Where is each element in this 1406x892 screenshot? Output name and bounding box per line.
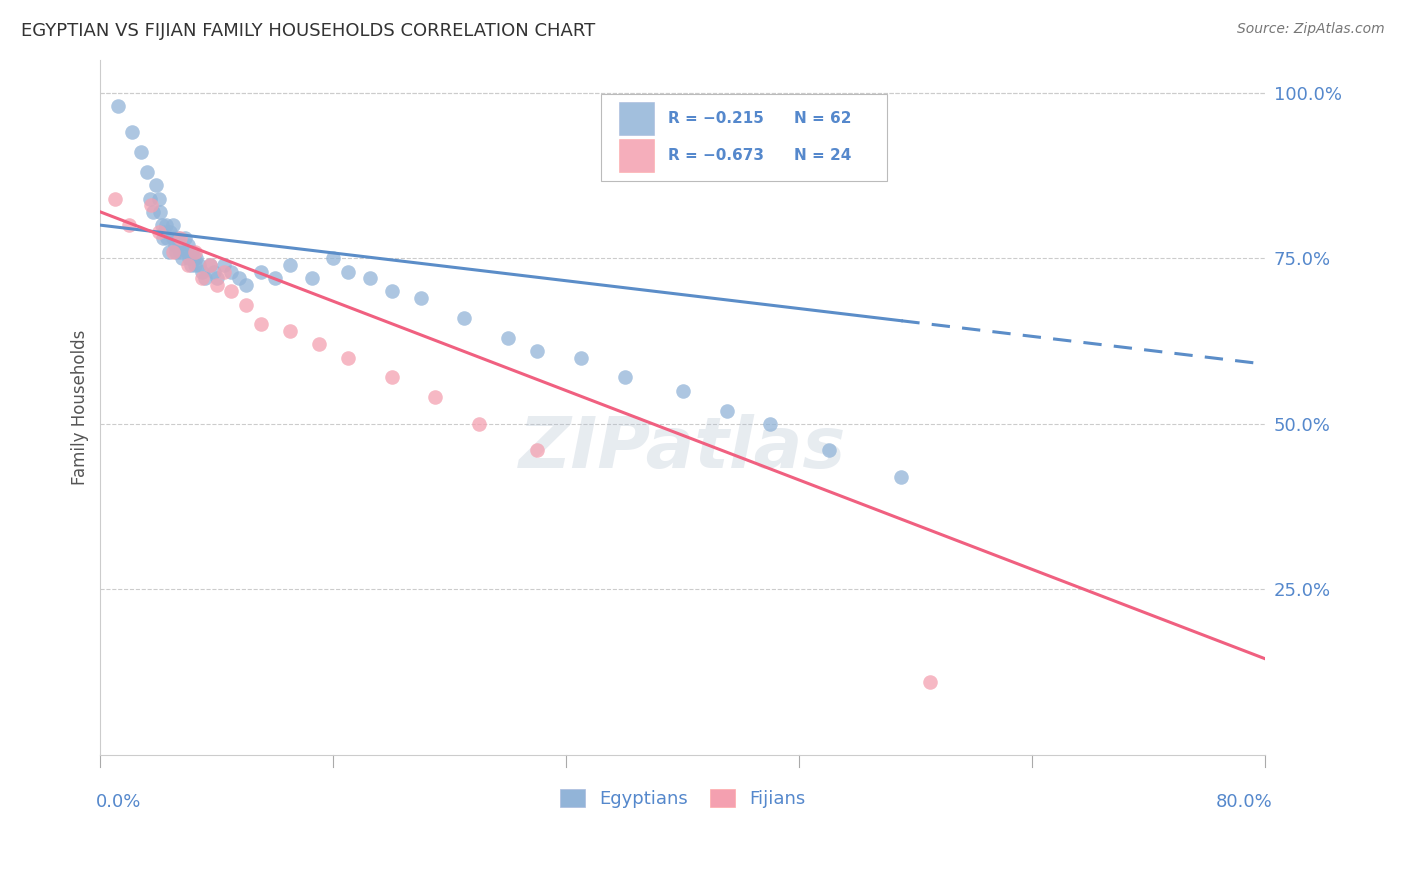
Point — [569, 351, 592, 365]
Point — [149, 205, 172, 219]
Point — [142, 205, 165, 219]
Point — [129, 145, 152, 160]
Point — [184, 258, 207, 272]
Point — [264, 271, 287, 285]
Point — [180, 258, 202, 272]
Point — [235, 297, 257, 311]
Text: N = 24: N = 24 — [793, 148, 851, 163]
Point — [212, 264, 235, 278]
Point — [150, 218, 173, 232]
Point — [104, 192, 127, 206]
Point — [157, 244, 180, 259]
Point — [159, 225, 181, 239]
Point — [152, 231, 174, 245]
Point — [322, 252, 344, 266]
Point — [148, 225, 170, 239]
Point — [301, 271, 323, 285]
Point — [179, 252, 201, 266]
FancyBboxPatch shape — [602, 95, 887, 181]
Point — [496, 331, 519, 345]
Point — [107, 99, 129, 113]
Point — [613, 370, 636, 384]
Point — [169, 231, 191, 245]
Point — [759, 417, 782, 431]
Point — [308, 337, 330, 351]
Point — [162, 231, 184, 245]
Point — [212, 258, 235, 272]
Point — [336, 264, 359, 278]
Point — [155, 218, 177, 232]
Point — [167, 238, 190, 252]
Point — [181, 244, 204, 259]
Point — [716, 403, 738, 417]
Point — [381, 285, 404, 299]
Point — [453, 310, 475, 325]
Point — [202, 264, 225, 278]
Point — [526, 443, 548, 458]
Text: R = −0.215: R = −0.215 — [668, 112, 763, 126]
Point — [141, 198, 163, 212]
Point — [166, 231, 188, 245]
Point — [173, 231, 195, 245]
Point — [198, 258, 221, 272]
Point — [191, 271, 214, 285]
Point — [163, 238, 186, 252]
Text: EGYPTIAN VS FIJIAN FAMILY HOUSEHOLDS CORRELATION CHART: EGYPTIAN VS FIJIAN FAMILY HOUSEHOLDS COR… — [21, 22, 595, 40]
Point — [194, 271, 217, 285]
Point — [278, 258, 301, 272]
FancyBboxPatch shape — [619, 139, 654, 172]
Point — [249, 264, 271, 278]
Point — [153, 225, 176, 239]
Text: R = −0.673: R = −0.673 — [668, 148, 763, 163]
Point — [672, 384, 695, 398]
Point — [139, 192, 162, 206]
Point — [121, 125, 143, 139]
Text: ZIPatlas: ZIPatlas — [519, 415, 846, 483]
Point — [205, 277, 228, 292]
Point — [205, 271, 228, 285]
Point — [221, 264, 243, 278]
Point — [165, 244, 187, 259]
FancyBboxPatch shape — [619, 102, 654, 136]
Point — [170, 252, 193, 266]
Point — [177, 244, 200, 259]
Point — [162, 244, 184, 259]
Point — [177, 258, 200, 272]
Point — [156, 231, 179, 245]
Point — [188, 258, 211, 272]
Point — [169, 244, 191, 259]
Point — [177, 238, 200, 252]
Point — [198, 258, 221, 272]
Point — [228, 271, 250, 285]
Point — [920, 675, 942, 690]
Point — [136, 165, 159, 179]
Point — [186, 252, 208, 266]
Point — [249, 318, 271, 332]
Text: N = 62: N = 62 — [793, 112, 851, 126]
Point — [118, 218, 141, 232]
Point — [148, 192, 170, 206]
Point — [235, 277, 257, 292]
Y-axis label: Family Households: Family Households — [72, 329, 89, 485]
Legend: Egyptians, Fijians: Egyptians, Fijians — [553, 782, 813, 815]
Point — [191, 264, 214, 278]
Text: 0.0%: 0.0% — [96, 793, 141, 811]
Text: 80.0%: 80.0% — [1216, 793, 1272, 811]
Point — [162, 218, 184, 232]
Point — [359, 271, 381, 285]
Point — [381, 370, 404, 384]
Point — [817, 443, 839, 458]
Text: Source: ZipAtlas.com: Source: ZipAtlas.com — [1237, 22, 1385, 37]
Point — [221, 285, 243, 299]
Point — [468, 417, 491, 431]
Point — [336, 351, 359, 365]
Point — [526, 343, 548, 358]
Point — [425, 390, 447, 404]
Point — [184, 244, 207, 259]
Point — [145, 178, 167, 193]
Point — [890, 470, 912, 484]
Point — [183, 252, 205, 266]
Point — [409, 291, 432, 305]
Point — [278, 324, 301, 338]
